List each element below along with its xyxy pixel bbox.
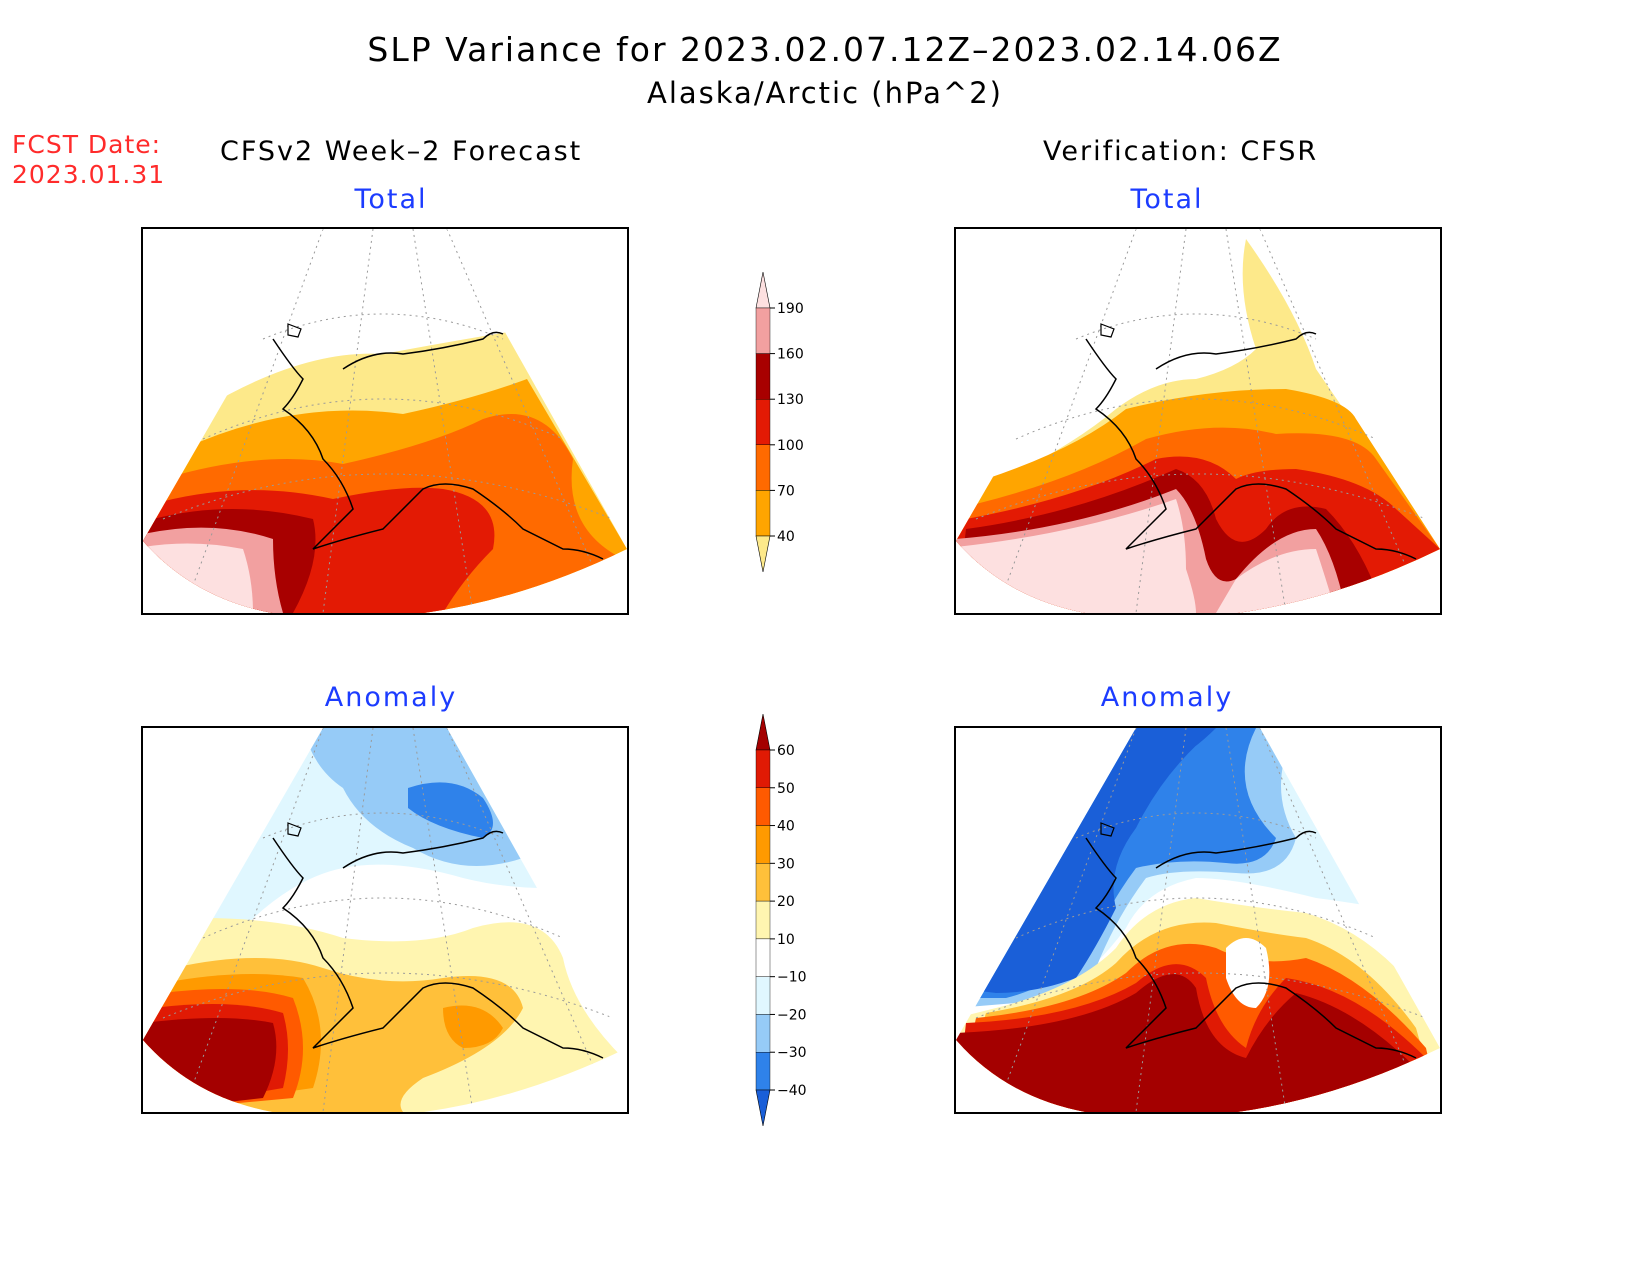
anomaly-colorbar-segment xyxy=(755,900,771,940)
verification-anomaly-title: Anomaly xyxy=(1100,682,1234,713)
anomaly-colorbar-tick-label: 20 xyxy=(777,894,795,910)
anomaly-colorbar-tick-label: 10 xyxy=(777,932,795,948)
anomaly-colorbar-tick-label: −40 xyxy=(777,1083,807,1099)
total-colorbar-segment-top xyxy=(755,271,771,309)
anomaly-colorbar-tick-label: −10 xyxy=(777,970,807,986)
verification-column-heading: Verification: CFSR xyxy=(1043,136,1319,167)
total-colorbar: 40 70 100 130 160 190 220 xyxy=(752,255,822,578)
total-colorbar-tick-label: 130 xyxy=(777,392,804,408)
total-colorbar-segment xyxy=(755,353,771,400)
total-colorbar-tick-label: 190 xyxy=(777,301,804,317)
main-subtitle: Alaska/Arctic (hPa^2) xyxy=(647,76,1003,110)
fcst-date-label: FCST Date: xyxy=(12,130,162,159)
anomaly-colorbar-tick-label: 40 xyxy=(777,819,795,835)
total-colorbar-segment xyxy=(755,398,771,445)
anomaly-colorbar-tick-label: −30 xyxy=(777,1045,807,1061)
anomaly-colorbar-tick-label: 30 xyxy=(777,856,795,872)
total-colorbar-tick-label: 160 xyxy=(777,347,804,363)
verification-total-title: Total xyxy=(1130,184,1204,215)
total-colorbar-tick-label: 40 xyxy=(777,529,795,545)
anomaly-colorbar-segment-top xyxy=(755,713,771,751)
anomaly-colorbar-segment xyxy=(755,825,771,864)
fcst-date-value: 2023.01.31 xyxy=(12,160,166,189)
forecast-anomaly-title: Anomaly xyxy=(324,682,458,713)
verification-anomaly-map xyxy=(954,726,1442,1114)
main-title: SLP Variance for 2023.02.07.12Z–2023.02.… xyxy=(367,30,1283,69)
total-colorbar-segment xyxy=(755,490,771,537)
forecast-total-title: Total xyxy=(354,184,428,215)
anomaly-colorbar-segment xyxy=(755,863,771,902)
anomaly-colorbar-segment xyxy=(755,787,771,826)
forecast-anomaly-map xyxy=(141,726,629,1114)
forecast-total-map xyxy=(141,227,629,615)
anomaly-colorbar-segment xyxy=(755,749,771,788)
total-colorbar-tick-label: 220 xyxy=(777,268,804,271)
total-colorbar-tick-label: 70 xyxy=(777,483,795,499)
verification-total-map xyxy=(954,227,1442,615)
total-colorbar-segment-bottom xyxy=(755,535,771,573)
anomaly-colorbar: −40 −30 −20 −10 10 20 30 40 50 60 xyxy=(752,710,822,1130)
anomaly-colorbar-segment xyxy=(755,1014,771,1053)
anomaly-colorbar-tick-label: −20 xyxy=(777,1007,807,1023)
total-colorbar-segment xyxy=(755,444,771,491)
total-colorbar-tick-label: 100 xyxy=(777,438,804,454)
anomaly-colorbar-tick-label: 50 xyxy=(777,781,795,797)
anomaly-colorbar-tick-label: 60 xyxy=(777,743,795,759)
anomaly-colorbar-segment xyxy=(755,976,771,1015)
anomaly-colorbar-segment xyxy=(755,1052,771,1091)
anomaly-colorbar-segment-bottom xyxy=(755,1089,771,1127)
total-colorbar-segment xyxy=(755,307,771,354)
forecast-column-heading: CFSv2 Week–2 Forecast xyxy=(220,136,583,167)
anomaly-colorbar-segment xyxy=(755,938,771,977)
